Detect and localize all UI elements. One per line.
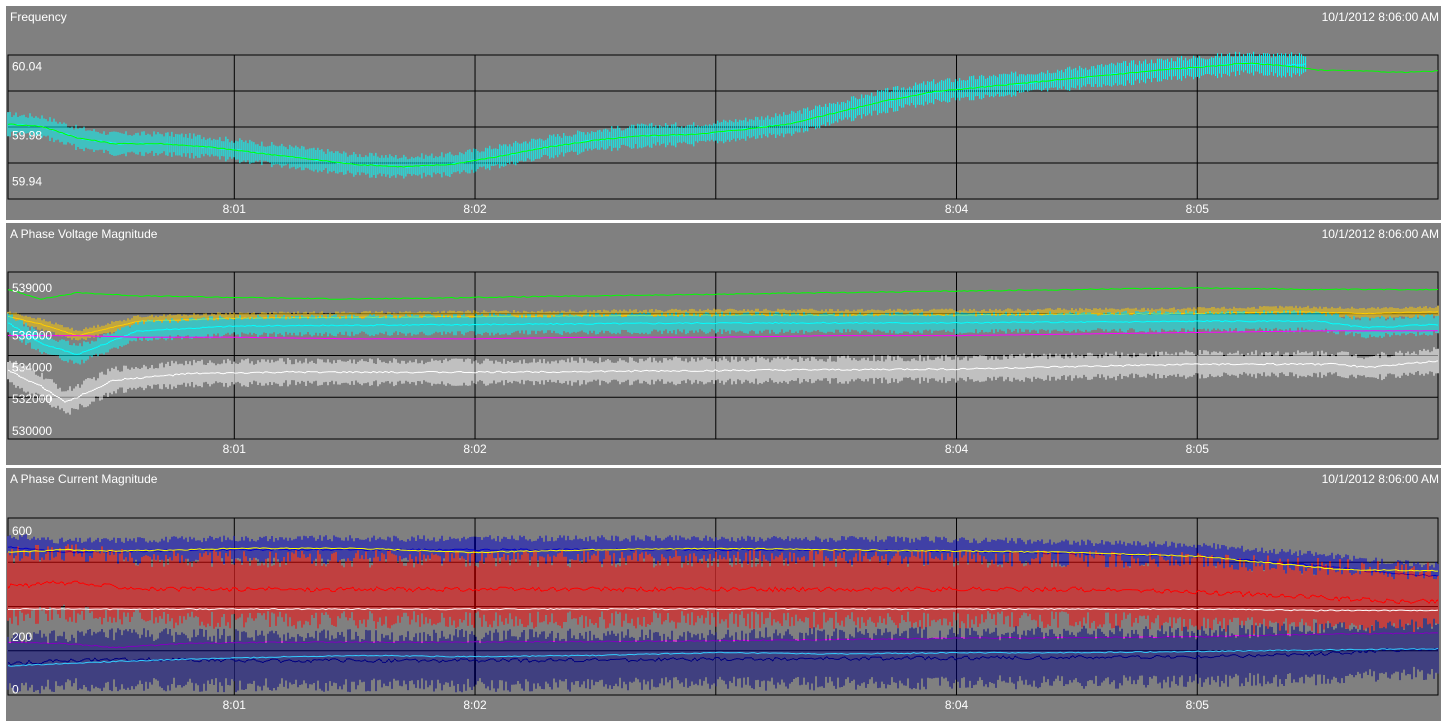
panel-timestamp: 10/1/2012 8:06:00 AM	[1321, 10, 1439, 24]
series-6	[7, 647, 1439, 667]
y-tick-label: 530000	[12, 424, 52, 438]
x-tick-label: 8:01	[223, 698, 247, 712]
series-line	[7, 62, 1439, 168]
series-3	[7, 330, 1439, 340]
y-tick-label: 539000	[12, 281, 52, 295]
voltage-panel: 539000 536000 534000 532000 530000 8:01 8:02 8:…	[6, 223, 1441, 465]
series-line	[7, 320, 1439, 355]
x-tick-label: 8:02	[463, 442, 487, 456]
current-panel: 600 200 0 8:01 8:02 8:04 8:05 A Phase Current …	[6, 468, 1441, 721]
series-4	[7, 347, 1439, 415]
x-tick-label: 8:01	[223, 202, 247, 216]
panel-title: A Phase Current Magnitude	[10, 472, 158, 486]
series-2	[7, 310, 1439, 365]
series-line	[7, 311, 1439, 337]
series-line	[7, 580, 1439, 605]
y-tick-label: 532000	[12, 392, 52, 406]
voltage-chart: 539000 536000 534000 532000 530000 8:01 8:02 8:…	[6, 223, 1441, 465]
panel-timestamp: 10/1/2012 8:06:00 AM	[1321, 227, 1439, 241]
panel-timestamp: 10/1/2012 8:06:00 AM	[1321, 472, 1439, 486]
x-tick-label: 8:05	[1186, 202, 1210, 216]
x-tick-label: 8:02	[463, 698, 487, 712]
series-2	[7, 547, 1438, 572]
y-tick-label: 59.94	[12, 175, 42, 189]
y-tick-label: 534000	[12, 360, 52, 374]
series-line	[7, 360, 1439, 403]
series-line	[7, 608, 1439, 612]
series-0	[7, 287, 1439, 300]
x-tick-label: 8:02	[463, 202, 487, 216]
y-tick-label: 536000	[12, 329, 52, 343]
x-tick-label: 8:05	[1186, 698, 1210, 712]
panel-title: Frequency	[10, 10, 67, 24]
current-chart: 600 200 0 8:01 8:02 8:04 8:05	[6, 468, 1441, 721]
series-line	[7, 647, 1439, 667]
x-tick-label: 8:05	[1186, 442, 1210, 456]
series-1	[7, 62, 1439, 168]
series-3	[7, 608, 1439, 612]
y-tick-label: 600	[12, 524, 32, 538]
y-tick-label: 0	[12, 683, 19, 697]
y-tick-label: 60.04	[12, 60, 42, 74]
series-line	[7, 287, 1439, 300]
series-line	[7, 647, 1439, 666]
series-line	[7, 547, 1438, 572]
panel-title: A Phase Voltage Magnitude	[10, 227, 158, 241]
frequency-chart: 60.04 59.98 59.94 8:01 8:02 8:04 8:05	[6, 6, 1441, 220]
y-tick-label: 59.98	[12, 129, 42, 143]
x-tick-label: 8:01	[223, 442, 247, 456]
x-tick-label: 8:04	[945, 442, 969, 456]
x-tick-label: 8:04	[945, 698, 969, 712]
frequency-panel: 60.04 59.98 59.94 8:01 8:02 8:04 8:05 Frequenc…	[6, 6, 1441, 220]
y-tick-label: 200	[12, 630, 32, 644]
series-1	[7, 544, 1439, 641]
x-tick-label: 8:04	[945, 202, 969, 216]
series-line	[7, 330, 1439, 340]
